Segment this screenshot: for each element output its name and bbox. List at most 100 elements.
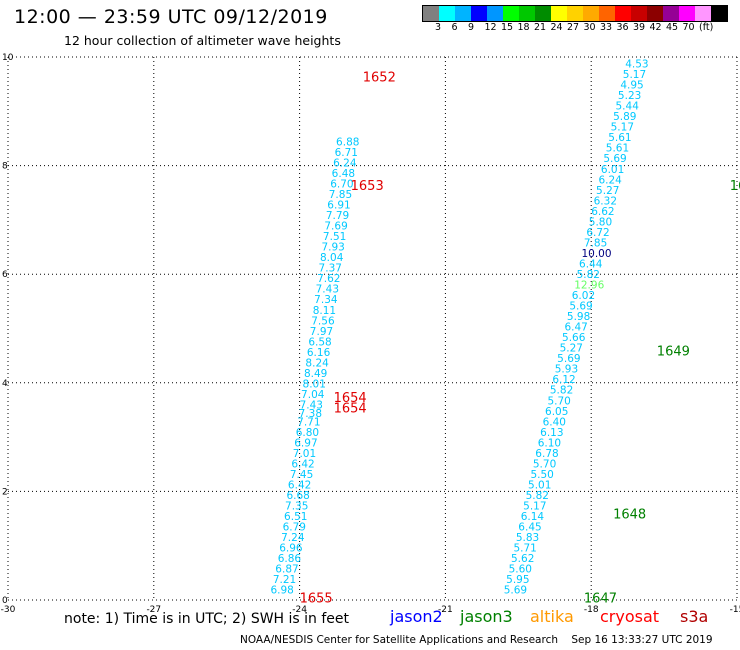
y-tick-label: 8 — [2, 162, 8, 172]
swh-value: 5.69 — [557, 353, 580, 365]
swh-value: 5.17 — [623, 69, 646, 81]
colorbar-label: 9 — [468, 22, 475, 33]
colorbar-label: 3 — [435, 22, 442, 33]
swh-value: 5.01 — [528, 479, 551, 491]
colorbar-label: 24 — [550, 22, 563, 33]
swh-value: 6.96 — [279, 543, 303, 555]
y-tick-label: 0 — [2, 596, 8, 606]
colorbar-swatch — [503, 6, 519, 21]
swh-value: 5.50 — [530, 469, 553, 481]
swh-value: 7.43 — [316, 284, 339, 296]
swh-value: 6.14 — [521, 511, 545, 523]
swh-value: 8.01 — [303, 378, 326, 390]
swh-value: 5.82 — [526, 490, 549, 502]
colorbar-label: 27 — [567, 22, 580, 33]
swh-value: 6.45 — [518, 522, 541, 534]
swh-value: 6.88 — [336, 136, 359, 148]
swh-value: 6.42 — [291, 458, 314, 470]
swh-value: 7.69 — [324, 221, 347, 233]
swh-value: 7.56 — [311, 315, 335, 327]
swh-value: 5.27 — [560, 343, 583, 355]
y-tick-label: 2 — [2, 487, 8, 497]
x-tick-label: -18 — [584, 605, 599, 615]
swh-value: 6.44 — [579, 258, 603, 270]
footer-credit: NOAA/NESDIS Center for Satellite Applica… — [240, 634, 713, 646]
swh-value: 7.04 — [301, 389, 325, 401]
swh-value: 5.17 — [523, 501, 546, 513]
x-tick-label: -27 — [146, 605, 161, 615]
swh-value: 10.00 — [581, 248, 611, 260]
swh-value: 6.70 — [330, 178, 353, 190]
swh-value: 5.83 — [516, 532, 539, 544]
swh-value: 5.70 — [547, 395, 570, 407]
swh-value: 8.24 — [305, 357, 329, 369]
swh-value: 5.82 — [550, 385, 573, 397]
colorbar-swatch — [487, 6, 503, 21]
swh-value: 5.66 — [562, 332, 586, 344]
swh-value: 6.40 — [543, 416, 566, 428]
swh-value: 5.27 — [596, 185, 619, 197]
time-label: 1649 — [657, 345, 690, 360]
colorbar-swatch — [583, 6, 599, 21]
swh-value: 5.71 — [513, 543, 536, 555]
page-title: 12:00 — 23:59 UTC 09/12/2019 — [14, 6, 328, 28]
colorbar-swatch — [695, 6, 711, 21]
swh-value: 5.69 — [504, 585, 527, 597]
swh-value: 7.62 — [317, 273, 340, 285]
swh-value: 8.04 — [320, 252, 344, 264]
swh-value: 5.44 — [616, 101, 640, 113]
x-tick-label: -21 — [438, 605, 453, 615]
colorbar-label: 30 — [583, 22, 596, 33]
swh-value: 6.01 — [601, 164, 624, 176]
x-tick-label: -30 — [1, 605, 16, 615]
swh-value: 6.16 — [307, 347, 331, 359]
swh-value: 5.89 — [613, 111, 636, 123]
swh-value: 6.79 — [283, 522, 306, 534]
time-label: 1655 — [300, 592, 333, 607]
colorbar-swatch — [535, 6, 551, 21]
time-label: 1654 — [334, 391, 367, 406]
colorbar-swatch — [679, 6, 695, 21]
y-tick-label: 10 — [2, 53, 14, 63]
swh-value: 7.37 — [319, 263, 342, 275]
colorbar-swatch — [471, 6, 487, 21]
swh-value: 7.79 — [326, 210, 349, 222]
swh-value: 5.61 — [606, 143, 629, 155]
swh-value: 6.72 — [586, 227, 609, 239]
swh-value: 7.24 — [281, 532, 305, 544]
colorbar-label: 42 — [649, 22, 662, 33]
colorbar-swatch — [439, 6, 455, 21]
swh-value: 6.02 — [572, 290, 595, 302]
swh-value: 5.17 — [611, 122, 634, 134]
legend-altika: altika — [530, 607, 574, 626]
swh-value: 7.01 — [293, 448, 316, 460]
colorbar-label: 70 — [682, 22, 695, 33]
y-tick-label: 4 — [2, 379, 8, 389]
colorbar-swatch — [423, 6, 439, 21]
time-label: 1650 — [730, 179, 740, 194]
swh-value: 5.98 — [567, 311, 590, 323]
colorbar-label: 15 — [501, 22, 514, 33]
swh-value: 6.97 — [294, 437, 317, 449]
swh-value: 7.85 — [329, 189, 352, 201]
swh-value: 6.24 — [598, 174, 622, 186]
colorbar-swatch — [599, 6, 615, 21]
colorbar — [422, 5, 728, 22]
time-label: 1648 — [613, 508, 646, 523]
swh-value: 6.87 — [275, 564, 298, 576]
legend-jason2: jason2 — [390, 607, 443, 626]
colorbar-swatch — [711, 6, 727, 21]
colorbar-swatch — [647, 6, 663, 21]
swh-value: 5.69 — [603, 153, 626, 165]
colorbar-swatch — [567, 6, 583, 21]
swh-value: 6.91 — [327, 200, 350, 212]
footer-note: note: 1) Time is in UTC; 2) SWH is in fe… — [64, 611, 350, 627]
colorbar-label: 21 — [534, 22, 547, 33]
swh-value: 5.23 — [618, 90, 641, 102]
swh-value: 6.48 — [332, 168, 355, 180]
swh-value: 6.32 — [594, 195, 617, 207]
swh-value: 6.42 — [288, 479, 311, 491]
swh-value: 5.70 — [533, 458, 556, 470]
swh-value: 8.49 — [304, 368, 327, 380]
